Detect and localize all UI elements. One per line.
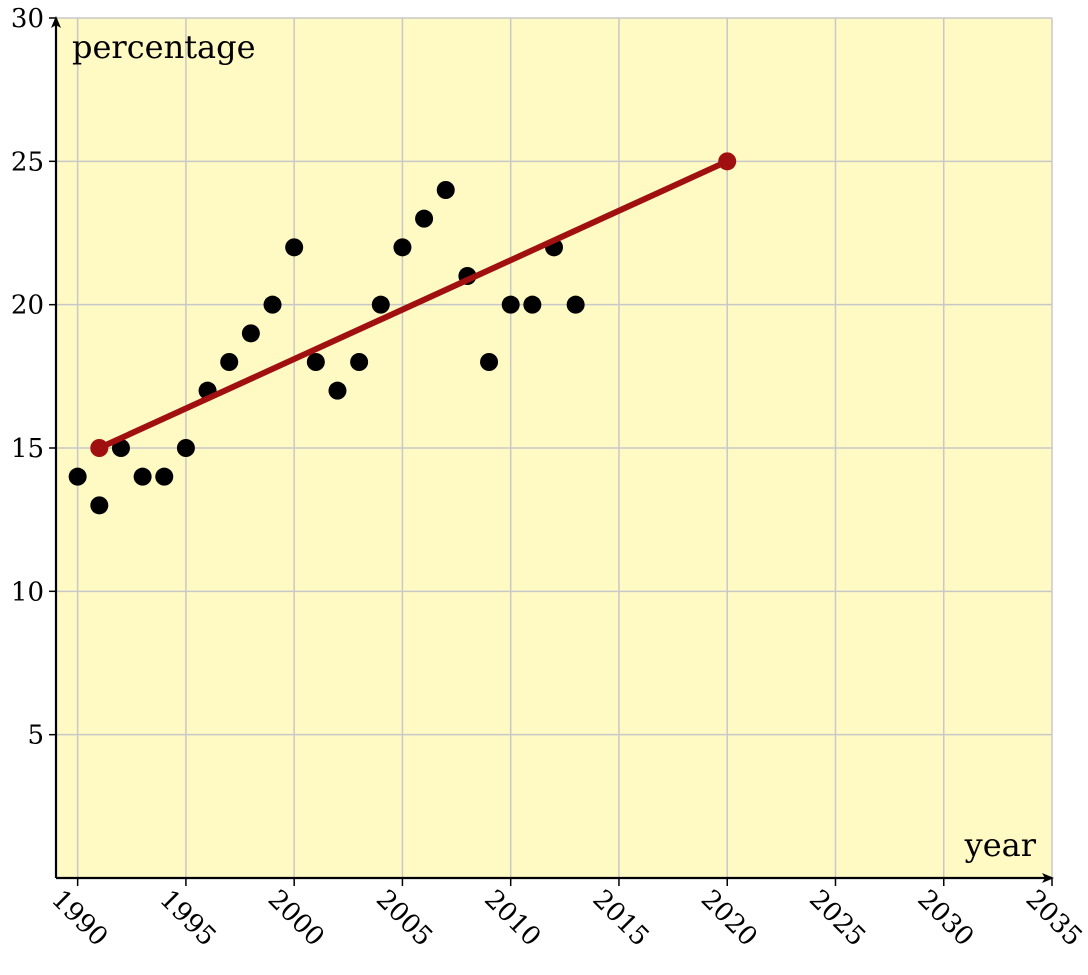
- y-tick-label: 10: [11, 577, 44, 607]
- data-point: [306, 353, 325, 371]
- y-tick-label: 20: [11, 291, 44, 321]
- data-marks: [68, 152, 737, 515]
- data-point: [523, 295, 542, 314]
- data-point: [393, 238, 412, 257]
- data-point: [566, 295, 585, 314]
- y-tick-label: 25: [11, 147, 44, 177]
- trend-endpoint: [90, 439, 109, 457]
- data-point: [90, 496, 109, 515]
- y-tick-label: 15: [11, 434, 44, 464]
- x-tick-label: 1995: [154, 884, 222, 952]
- x-tick-label: 2000: [262, 884, 330, 952]
- data-point: [220, 353, 239, 371]
- x-tick-label: 2035: [1020, 884, 1088, 952]
- x-tick-label: 2010: [478, 884, 546, 952]
- data-point: [241, 324, 260, 343]
- data-point: [415, 209, 434, 228]
- data-point: [480, 353, 499, 371]
- data-point: [501, 295, 520, 314]
- data-point: [176, 439, 195, 457]
- data-point: [350, 353, 369, 371]
- x-tick-label: 1990: [45, 884, 113, 952]
- trend-endpoint: [718, 152, 737, 171]
- trend-line: [98, 158, 729, 451]
- x-tick-label: 2005: [370, 884, 438, 952]
- data-point: [328, 381, 347, 400]
- y-tick-label: 30: [11, 4, 44, 34]
- data-point: [263, 295, 282, 314]
- y-axis-label: percentage: [72, 28, 256, 66]
- data-point: [68, 467, 87, 486]
- data-point: [285, 238, 304, 257]
- y-tick-label: 5: [27, 721, 44, 751]
- data-point: [155, 467, 174, 486]
- data-point: [371, 295, 390, 314]
- data-point: [133, 467, 152, 486]
- x-tick-label: 2020: [695, 884, 763, 952]
- x-tick-label: 2030: [911, 884, 979, 952]
- x-tick-label: 2025: [803, 884, 871, 952]
- x-axis-label: year: [964, 826, 1037, 864]
- axes: [51, 16, 1054, 883]
- x-tick-label: 2015: [587, 884, 655, 952]
- data-point: [111, 439, 130, 457]
- data-point: [436, 181, 455, 199]
